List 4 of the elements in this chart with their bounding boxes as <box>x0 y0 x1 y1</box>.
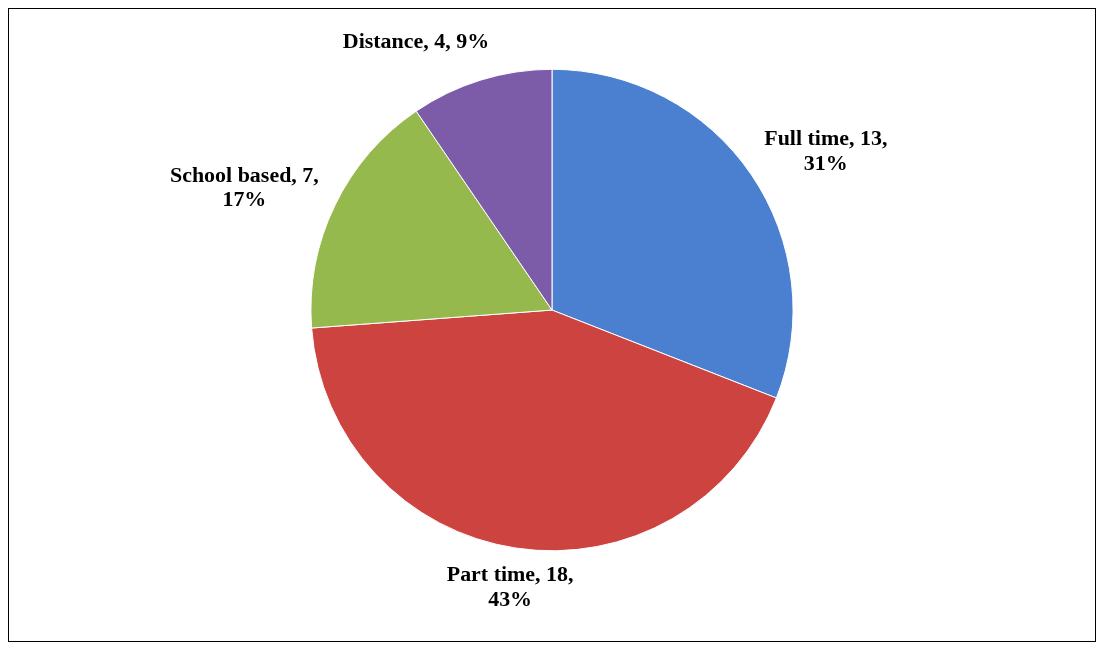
slice-label: Full time, 13, 31% <box>764 125 888 176</box>
slice-label: Part time, 18, 43% <box>446 560 574 611</box>
slice-label: School based, 7, 17% <box>169 161 319 212</box>
slice-label: Distance, 4, 9% <box>342 27 490 53</box>
